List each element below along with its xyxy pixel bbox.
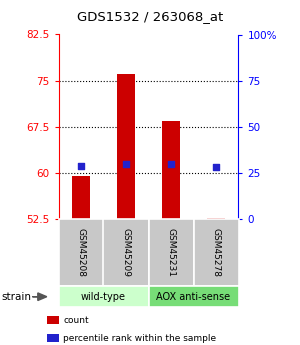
Text: GSM45208: GSM45208	[76, 228, 85, 277]
Bar	[162, 121, 180, 219]
Text: wild-type: wild-type	[81, 292, 126, 302]
Text: count: count	[63, 316, 88, 325]
Text: strain: strain	[2, 292, 31, 302]
Text: GDS1532 / 263068_at: GDS1532 / 263068_at	[77, 10, 223, 23]
Point	[124, 161, 128, 167]
Text: percentile rank within the sample: percentile rank within the sample	[63, 334, 216, 343]
Text: GSM45278: GSM45278	[212, 228, 220, 277]
Text: GSM45209: GSM45209	[122, 228, 130, 277]
Text: AOX anti-sense: AOX anti-sense	[156, 292, 231, 302]
Bar	[117, 75, 135, 219]
Point	[79, 163, 83, 168]
Text: GSM45231: GSM45231	[167, 228, 176, 277]
Point	[214, 164, 218, 169]
Bar	[72, 176, 90, 219]
Bar	[207, 218, 225, 219]
Point	[169, 161, 173, 167]
